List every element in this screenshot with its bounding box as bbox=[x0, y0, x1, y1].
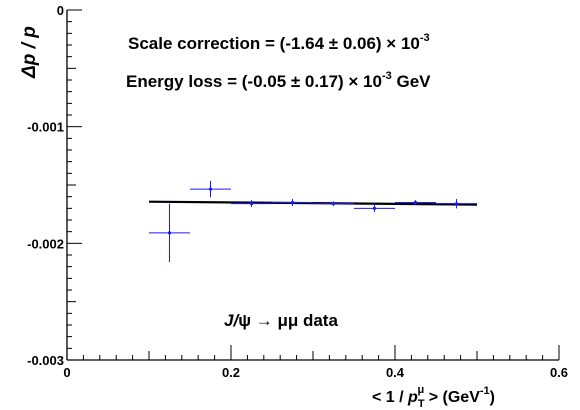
axes bbox=[66, 9, 560, 361]
data-points bbox=[149, 180, 477, 262]
scale-correction-text: Scale correction = (-1.64 ± 0.06) × 10-3 bbox=[128, 32, 430, 53]
point-marker bbox=[413, 200, 418, 205]
x-tick-label: 0.2 bbox=[222, 365, 240, 380]
sample-label: J/ψ → μμ data bbox=[224, 311, 338, 330]
x-tick-label: 0 bbox=[63, 365, 70, 380]
energy-loss-text: Energy loss = (-0.05 ± 0.17) × 10-3 GeV bbox=[126, 70, 431, 91]
data-point bbox=[231, 200, 272, 208]
point-marker bbox=[372, 206, 377, 210]
point-marker bbox=[454, 202, 459, 206]
fit-line-group bbox=[148, 200, 478, 206]
y-tick-label: -0.002 bbox=[27, 236, 64, 251]
data-point bbox=[395, 200, 436, 205]
x-tick-labels: 0 0.2 0.4 0.6 bbox=[63, 365, 568, 380]
x-tick-label: 0.6 bbox=[550, 365, 568, 380]
data-point bbox=[149, 203, 190, 262]
data-point bbox=[313, 201, 354, 206]
data-point bbox=[354, 204, 395, 212]
x-axis-title: < 1 / pTμ > (GeV-1) bbox=[372, 384, 495, 410]
y-tick-label: -0.001 bbox=[27, 120, 64, 135]
data-point bbox=[272, 199, 313, 206]
y-axis-title: Δp / p bbox=[19, 26, 40, 79]
point-marker bbox=[167, 231, 172, 235]
point-marker bbox=[208, 187, 213, 191]
y-tick-label: -0.003 bbox=[27, 353, 64, 368]
x-tick-label: 0.4 bbox=[386, 365, 405, 380]
y-tick-label: 0 bbox=[57, 3, 64, 18]
data-point bbox=[436, 199, 477, 209]
fit-line bbox=[148, 200, 478, 206]
point-marker bbox=[290, 200, 295, 205]
y-tick-labels: 0 -0.001 -0.002 -0.003 bbox=[27, 3, 64, 368]
point-marker bbox=[249, 202, 254, 206]
data-point bbox=[190, 180, 231, 198]
point-marker bbox=[331, 202, 336, 206]
